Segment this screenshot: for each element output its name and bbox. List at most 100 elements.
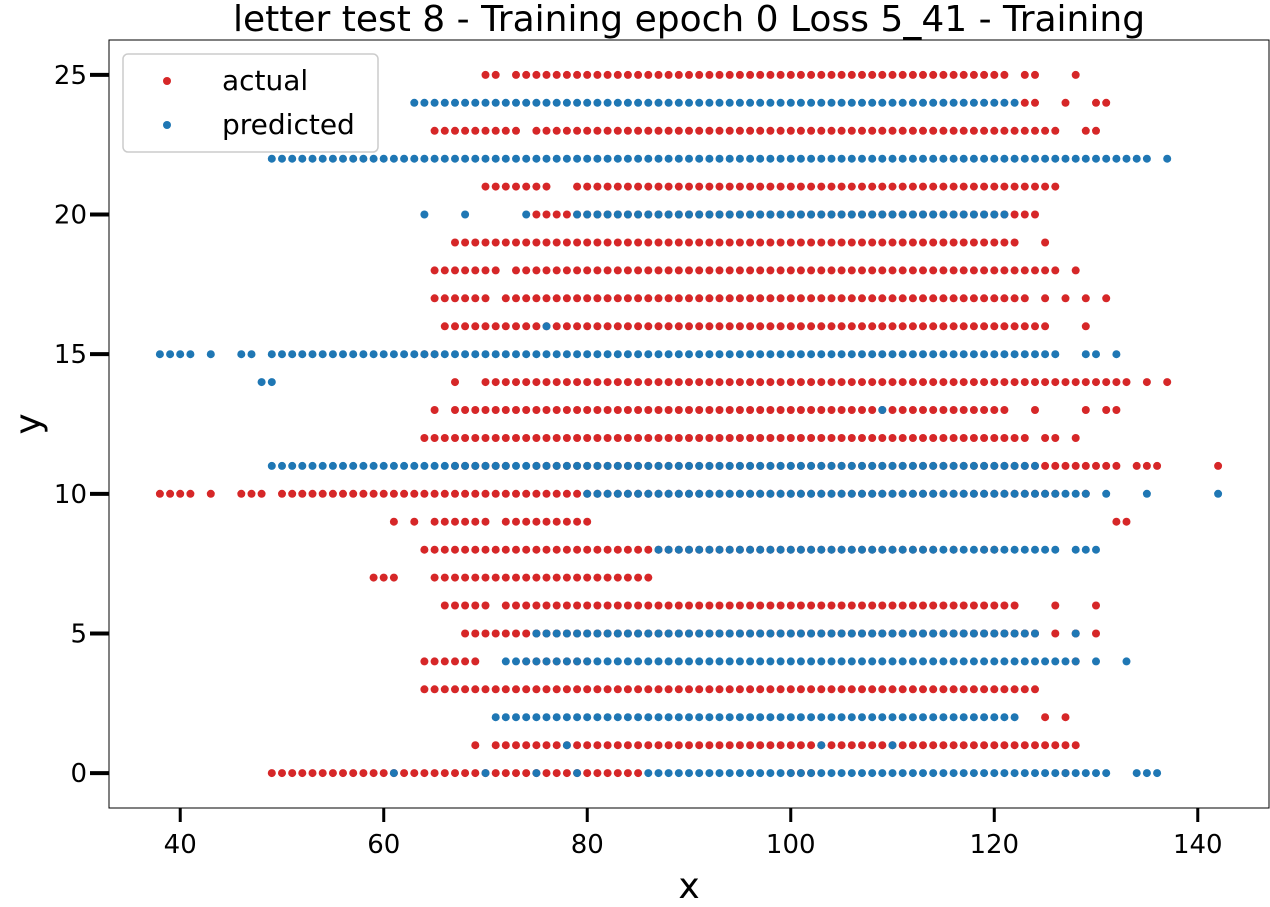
data-point-actual bbox=[288, 769, 297, 778]
data-point-actual bbox=[908, 182, 917, 191]
data-point-actual bbox=[623, 238, 632, 247]
data-point-actual bbox=[451, 573, 459, 582]
data-point-actual bbox=[858, 182, 866, 191]
data-point-actual bbox=[339, 489, 347, 498]
data-point-actual bbox=[512, 489, 520, 498]
data-point-actual bbox=[919, 70, 927, 79]
data-point-actual bbox=[817, 406, 826, 414]
data-point-predicted bbox=[685, 461, 693, 470]
data-point-actual bbox=[766, 70, 775, 79]
data-point-predicted bbox=[603, 713, 612, 722]
data-point-actual bbox=[817, 322, 826, 331]
data-point-predicted bbox=[847, 210, 856, 219]
data-point-predicted bbox=[552, 98, 561, 107]
data-point-actual bbox=[634, 601, 643, 610]
data-point-predicted bbox=[481, 769, 490, 778]
data-point-predicted bbox=[735, 98, 744, 107]
data-point-actual bbox=[807, 238, 816, 247]
data-point-predicted bbox=[654, 713, 663, 722]
data-point-actual bbox=[929, 406, 938, 414]
data-point-actual bbox=[1000, 685, 1009, 694]
data-point-actual bbox=[939, 434, 948, 442]
data-point-predicted bbox=[898, 545, 907, 554]
data-point-predicted bbox=[1122, 657, 1131, 666]
data-point-predicted bbox=[573, 769, 582, 778]
data-point-actual bbox=[685, 322, 693, 331]
data-point-actual bbox=[776, 378, 785, 387]
data-point-actual bbox=[705, 238, 714, 247]
data-point-predicted bbox=[634, 350, 643, 359]
data-point-predicted bbox=[786, 350, 795, 359]
data-point-predicted bbox=[827, 545, 836, 554]
data-point-predicted bbox=[654, 769, 663, 778]
data-point-actual bbox=[491, 545, 500, 554]
data-point-predicted bbox=[583, 629, 592, 638]
legend: actual predicted bbox=[122, 53, 379, 153]
data-point-actual bbox=[949, 238, 958, 247]
x-tick-label: 140 bbox=[1173, 830, 1223, 860]
data-point-actual bbox=[420, 685, 429, 694]
data-point-actual bbox=[461, 657, 470, 666]
data-point-predicted bbox=[949, 713, 958, 722]
data-point-predicted bbox=[817, 98, 826, 107]
data-point-predicted bbox=[705, 545, 714, 554]
data-point-predicted bbox=[990, 154, 999, 163]
data-point-actual bbox=[481, 489, 490, 498]
data-point-actual bbox=[1102, 294, 1111, 303]
data-point-actual bbox=[634, 294, 643, 303]
data-point-predicted bbox=[746, 489, 755, 498]
data-point-actual bbox=[695, 434, 704, 442]
data-point-predicted bbox=[440, 98, 449, 107]
data-point-predicted bbox=[562, 657, 571, 666]
data-point-actual bbox=[613, 545, 622, 554]
data-point-actual bbox=[858, 238, 866, 247]
data-point-actual bbox=[1071, 741, 1080, 750]
data-point-actual bbox=[969, 266, 978, 275]
data-point-predicted bbox=[1031, 657, 1039, 666]
data-point-predicted bbox=[898, 154, 907, 163]
data-point-predicted bbox=[847, 769, 856, 778]
data-point-predicted bbox=[654, 657, 663, 666]
data-point-predicted bbox=[898, 461, 907, 470]
data-point-actual bbox=[878, 126, 887, 135]
data-point-actual bbox=[969, 406, 978, 414]
data-point-predicted bbox=[827, 210, 836, 219]
data-point-actual bbox=[552, 434, 561, 442]
data-point-predicted bbox=[929, 98, 938, 107]
data-point-actual bbox=[735, 378, 744, 387]
data-point-predicted bbox=[776, 350, 785, 359]
data-point-actual bbox=[501, 545, 510, 554]
data-point-actual bbox=[522, 769, 531, 778]
data-point-actual bbox=[746, 601, 755, 610]
data-point-actual bbox=[562, 489, 571, 498]
data-point-predicted bbox=[501, 350, 510, 359]
data-point-predicted bbox=[654, 489, 663, 498]
data-point-actual bbox=[868, 322, 877, 331]
data-point-actual bbox=[634, 322, 643, 331]
data-point-actual bbox=[817, 70, 826, 79]
data-point-predicted bbox=[359, 461, 368, 470]
data-point-actual bbox=[512, 238, 520, 247]
data-point-predicted bbox=[837, 489, 846, 498]
data-point-actual bbox=[1041, 713, 1050, 722]
data-point-actual bbox=[562, 294, 571, 303]
data-point-actual bbox=[949, 322, 958, 331]
data-point-actual bbox=[308, 489, 317, 498]
data-point-predicted bbox=[664, 489, 673, 498]
data-point-actual bbox=[746, 126, 755, 135]
data-point-predicted bbox=[593, 154, 602, 163]
data-point-predicted bbox=[919, 210, 927, 219]
data-point-predicted bbox=[980, 461, 989, 470]
data-point-actual bbox=[522, 601, 531, 610]
data-point-actual bbox=[634, 406, 643, 414]
data-point-actual bbox=[512, 70, 520, 79]
data-point-predicted bbox=[542, 98, 551, 107]
data-point-actual bbox=[878, 322, 887, 331]
data-point-actual bbox=[349, 489, 358, 498]
data-point-actual bbox=[1041, 322, 1050, 331]
data-point-predicted bbox=[817, 769, 826, 778]
data-point-predicted bbox=[664, 154, 673, 163]
data-point-predicted bbox=[685, 769, 693, 778]
data-point-predicted bbox=[1132, 769, 1141, 778]
